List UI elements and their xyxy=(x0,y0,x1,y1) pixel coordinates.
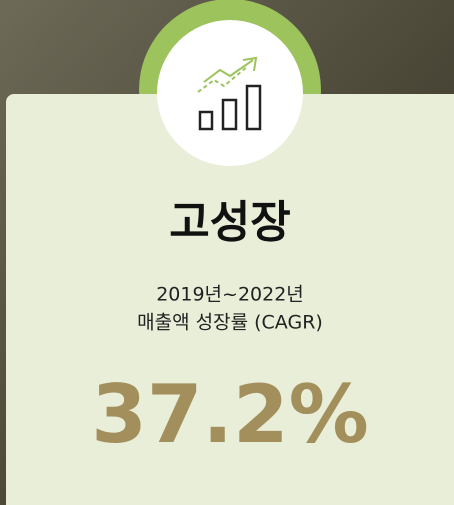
card-title: 고성장 xyxy=(169,197,290,248)
badge xyxy=(157,20,303,166)
description: 매출액 성장률 (CAGR) xyxy=(137,312,323,334)
growth-icon xyxy=(197,56,262,131)
card xyxy=(6,94,454,505)
metric-value: 37.2% xyxy=(91,368,369,461)
period: 2019년~2022년 xyxy=(156,284,304,306)
